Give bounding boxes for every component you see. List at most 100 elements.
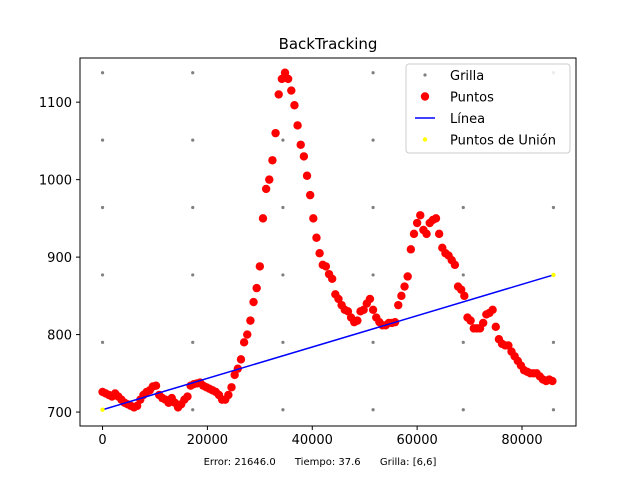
- error-stat: Error: 21646.0: [203, 457, 276, 468]
- grid-point: [371, 273, 375, 277]
- grid-point: [371, 205, 375, 210]
- x-tick-label: 60000: [396, 433, 437, 448]
- data-point: [293, 121, 302, 130]
- data-point: [224, 390, 233, 400]
- data-point: [397, 291, 406, 301]
- x-tick-label: 0: [98, 433, 106, 448]
- legend-label: Puntos: [450, 91, 494, 106]
- data-point: [456, 285, 466, 294]
- grid-point: [281, 205, 285, 210]
- grid-point: [191, 71, 195, 75]
- data-point: [230, 370, 239, 380]
- grid-point: [100, 205, 105, 210]
- y-tick-label: 800: [47, 329, 72, 344]
- data-point: [460, 291, 469, 301]
- y-tick-label: 700: [47, 406, 72, 421]
- data-point: [246, 316, 255, 325]
- data-point: [151, 381, 161, 390]
- data-point: [277, 74, 287, 84]
- data-point: [302, 171, 312, 180]
- legend-label: Grilla: [450, 69, 484, 84]
- data-point: [183, 392, 192, 401]
- chart-title: BackTracking: [279, 35, 378, 53]
- data-point: [416, 211, 425, 220]
- data-point: [227, 383, 236, 392]
- data-point: [409, 229, 419, 239]
- data-point: [412, 218, 422, 228]
- data-point: [299, 152, 309, 161]
- x-tick-label: 20000: [187, 433, 228, 448]
- grid-stat: Grilla: [6,6]: [379, 457, 437, 468]
- grid-point: [461, 408, 465, 412]
- grid-point: [371, 71, 375, 75]
- grid-point: [191, 205, 195, 210]
- legend-box: [405, 63, 571, 154]
- grid-point: [281, 138, 285, 142]
- data-point: [249, 297, 258, 307]
- data-point: [321, 262, 331, 271]
- legend-label: Línea: [450, 112, 485, 127]
- data-point: [491, 322, 500, 332]
- grid-point: [281, 408, 285, 412]
- grid-point: [191, 408, 195, 412]
- y-tick-label: 1000: [39, 174, 72, 189]
- data-point: [258, 214, 268, 223]
- plot-frame: [79, 57, 577, 427]
- footer-stats: Error: 21646.0 Tiempo: 37.6 Grilla: [6,6…: [0, 457, 640, 468]
- y-tick-label: 900: [47, 251, 72, 266]
- time-stat: Tiempo: 37.6: [294, 457, 361, 468]
- data-point: [239, 338, 249, 347]
- legend-label: Puntos de Unión: [450, 134, 556, 149]
- grid-point: [551, 408, 556, 412]
- data-point: [305, 190, 315, 200]
- data-point: [466, 316, 475, 325]
- data-point: [261, 184, 271, 194]
- data-point: [312, 233, 321, 242]
- data-point: [368, 305, 378, 314]
- data-point: [315, 249, 324, 258]
- data-point: [406, 245, 416, 254]
- fit-line: [102, 274, 554, 411]
- data-point: [327, 274, 337, 283]
- grid-point: [100, 273, 105, 277]
- grid-point: [461, 273, 465, 277]
- data-point: [343, 307, 353, 316]
- data-point: [434, 229, 444, 239]
- grid-point: [551, 340, 556, 344]
- data-point: [403, 272, 412, 281]
- data-point: [431, 214, 441, 223]
- data-point: [296, 140, 305, 149]
- legend-marker-points: [420, 92, 430, 101]
- data-point: [394, 300, 403, 310]
- data-point: [243, 330, 252, 339]
- legend: Grilla Puntos Línea Puntos de Unión: [405, 63, 571, 154]
- y-tick-label: 1100: [39, 96, 72, 111]
- data-point: [504, 341, 513, 350]
- grid-point: [191, 138, 195, 142]
- data-point: [252, 283, 261, 293]
- grid-point: [191, 273, 195, 277]
- grid-point: [281, 273, 285, 277]
- data-point: [265, 175, 274, 184]
- data-point: [450, 260, 460, 270]
- data-point: [236, 355, 246, 364]
- x-tick-label: 40000: [292, 433, 333, 448]
- grid-point: [100, 71, 105, 75]
- grid-point: [461, 340, 465, 344]
- data-point: [365, 294, 375, 304]
- grid-point: [461, 205, 465, 210]
- data-point: [271, 128, 280, 138]
- data-point: [280, 68, 290, 77]
- data-point: [287, 86, 296, 95]
- grid-point: [371, 138, 375, 142]
- data-point: [359, 305, 368, 314]
- legend-marker-grid: [423, 73, 427, 77]
- data-point: [478, 318, 488, 328]
- grid-point: [100, 340, 105, 344]
- grid-point: [551, 205, 556, 210]
- data-point: [290, 101, 299, 110]
- data-point: [268, 156, 277, 165]
- data-point: [488, 305, 497, 314]
